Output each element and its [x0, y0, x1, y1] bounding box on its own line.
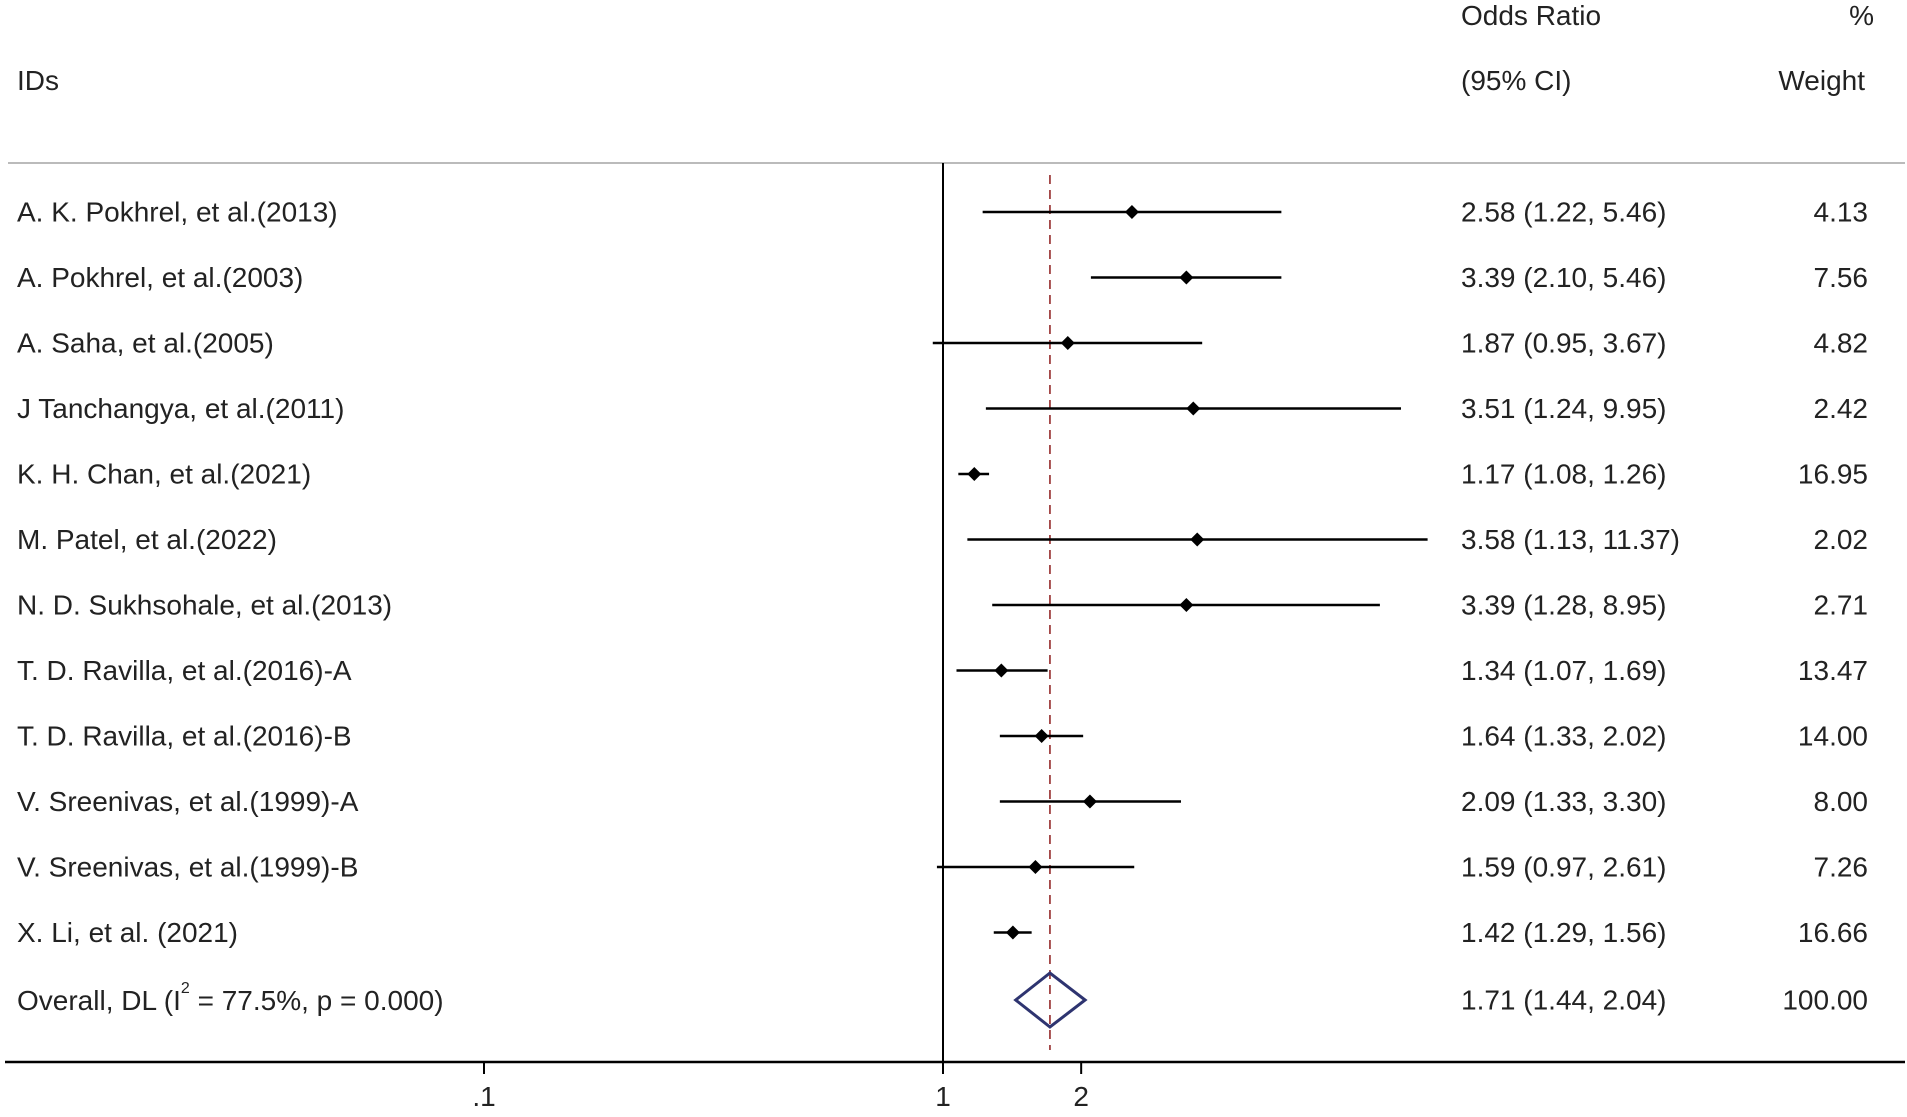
weight-text: 8.00 — [1814, 786, 1869, 817]
ci-text: 1.87 (0.95, 3.67) — [1461, 328, 1666, 359]
header-ids: IDs — [17, 65, 59, 96]
point-estimate — [994, 663, 1009, 678]
study-id: X. Li, et al. (2021) — [17, 917, 238, 948]
ci-text: 1.59 (0.97, 2.61) — [1461, 852, 1666, 883]
study-id: A. K. Pokhrel, et al.(2013) — [17, 197, 338, 228]
overall-label-suffix: = 77.5%, p = 0.000) — [190, 985, 444, 1016]
ci-text: 3.58 (1.13, 11.37) — [1461, 524, 1680, 555]
header-weight: Weight — [1778, 65, 1865, 96]
study-row: M. Patel, et al.(2022) 3.58 (1.13, 11.37)… — [17, 524, 1868, 555]
point-estimate — [1082, 794, 1097, 809]
overall-ci-text: 1.71 (1.44, 2.04) — [1461, 985, 1666, 1016]
study-row: T. D. Ravilla, et al.(2016)-A 1.34 (1.07,… — [17, 655, 1868, 686]
study-id: A. Saha, et al.(2005) — [17, 328, 274, 359]
ci-text: 1.34 (1.07, 1.69) — [1461, 655, 1666, 686]
header-ci: (95% CI) — [1461, 65, 1571, 96]
ci-text: 3.39 (1.28, 8.95) — [1461, 590, 1666, 621]
point-estimate — [1034, 729, 1049, 743]
weight-text: 4.82 — [1814, 328, 1869, 359]
study-row: V. Sreenivas, et al.(1999)-A 2.09 (1.33, … — [17, 786, 1868, 817]
study-id: T. D. Ravilla, et al.(2016)-B — [17, 721, 352, 752]
weight-text: 7.56 — [1814, 262, 1869, 293]
weight-text: 2.02 — [1814, 524, 1869, 555]
point-estimate — [1005, 925, 1020, 940]
x-tick-label: 2 — [1073, 1081, 1089, 1112]
overall-row: Overall, DL (I2 = 77.5%, p = 0.000) 1.71 … — [17, 971, 1868, 1029]
point-estimate — [1190, 532, 1205, 547]
overall-label-prefix: Overall, DL (I — [17, 985, 181, 1016]
ci-text: 3.39 (2.10, 5.46) — [1461, 262, 1666, 293]
x-tick-label: .1 — [472, 1081, 495, 1112]
study-id: V. Sreenivas, et al.(1999)-A — [17, 786, 359, 817]
ci-text: 1.42 (1.29, 1.56) — [1461, 917, 1666, 948]
study-row: X. Li, et al. (2021) 1.42 (1.29, 1.56) 16.… — [17, 917, 1868, 948]
study-id: V. Sreenivas, et al.(1999)-B — [17, 852, 358, 883]
study-id: J Tanchangya, et al.(2011) — [17, 393, 344, 424]
weight-text: 7.26 — [1814, 852, 1869, 883]
ci-text: 1.64 (1.33, 2.02) — [1461, 721, 1666, 752]
weight-text: 2.71 — [1814, 590, 1869, 621]
study-row: A. Saha, et al.(2005) 1.87 (0.95, 3.67) 4.… — [17, 328, 1868, 359]
overall-weight-text: 100.00 — [1782, 985, 1868, 1016]
study-row: A. Pokhrel, et al.(2003) 3.39 (2.10, 5.46… — [17, 262, 1868, 293]
study-row: T. D. Ravilla, et al.(2016)-B 1.64 (1.33,… — [17, 721, 1868, 752]
point-estimate — [1179, 598, 1194, 612]
study-id: T. D. Ravilla, et al.(2016)-A — [17, 655, 352, 686]
weight-text: 13.47 — [1798, 655, 1868, 686]
study-row: N. D. Sukhsohale, et al.(2013) 3.39 (1.28… — [17, 590, 1868, 621]
study-row: A. K. Pokhrel, et al.(2013) 2.58 (1.22, 5… — [17, 197, 1868, 228]
x-axis-ticks: .1 1 2 — [472, 1062, 1089, 1112]
study-id: A. Pokhrel, et al.(2003) — [17, 262, 303, 293]
weight-text: 16.95 — [1798, 459, 1868, 490]
overall-diamond — [1013, 971, 1088, 1029]
ci-text: 2.09 (1.33, 3.30) — [1461, 786, 1666, 817]
point-estimate — [1186, 401, 1201, 416]
study-id: K. H. Chan, et al.(2021) — [17, 459, 311, 490]
overall-label-sup: 2 — [181, 980, 190, 997]
weight-text: 14.00 — [1798, 721, 1868, 752]
header-odds-ratio: Odds Ratio — [1461, 0, 1601, 31]
ci-text: 1.17 (1.08, 1.26) — [1461, 459, 1666, 490]
study-row: V. Sreenivas, et al.(1999)-B 1.59 (0.97, … — [17, 852, 1868, 883]
point-estimate — [1060, 336, 1075, 350]
weight-text: 4.13 — [1814, 197, 1869, 228]
study-row: K. H. Chan, et al.(2021) 1.17 (1.08, 1.26… — [17, 459, 1868, 490]
ci-text: 2.58 (1.22, 5.46) — [1461, 197, 1666, 228]
header-percent: % — [1849, 0, 1874, 31]
point-estimate — [967, 467, 982, 481]
overall-label: Overall, DL (I2 = 77.5%, p = 0.000) — [17, 980, 444, 1016]
ci-text: 3.51 (1.24, 9.95) — [1461, 393, 1666, 424]
study-id: N. D. Sukhsohale, et al.(2013) — [17, 590, 392, 621]
weight-text: 2.42 — [1814, 393, 1869, 424]
study-id: M. Patel, et al.(2022) — [17, 524, 277, 555]
weight-text: 16.66 — [1798, 917, 1868, 948]
x-tick-label: 1 — [935, 1081, 951, 1112]
point-estimate — [1179, 270, 1194, 285]
point-estimate — [1028, 860, 1043, 874]
study-rows: A. K. Pokhrel, et al.(2013) 2.58 (1.22, 5… — [17, 197, 1868, 949]
point-estimate — [1124, 205, 1139, 219]
study-row: J Tanchangya, et al.(2011) 3.51 (1.24, 9.… — [17, 393, 1868, 424]
